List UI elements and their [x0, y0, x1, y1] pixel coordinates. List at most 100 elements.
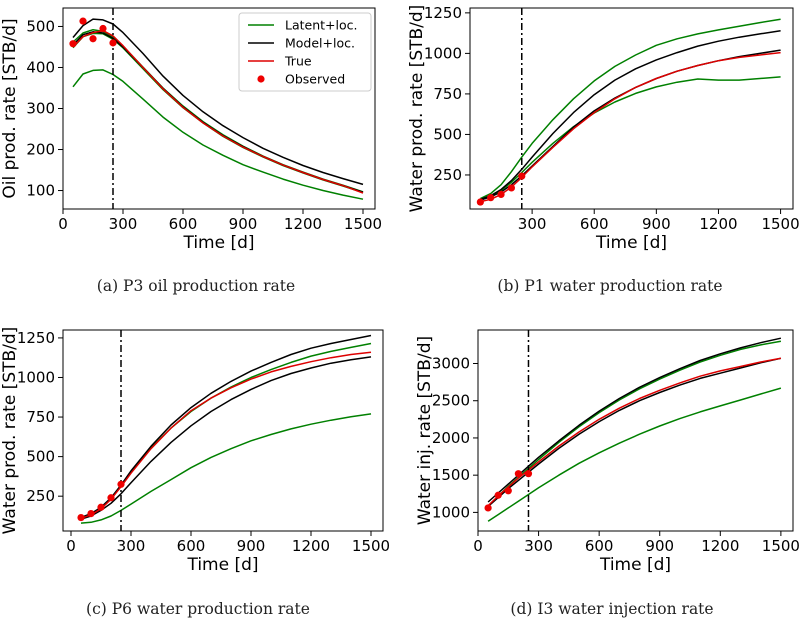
observed-point — [69, 40, 77, 48]
x-tick-label: 1500 — [761, 215, 799, 233]
legend: Latent+loc. Model+loc. True Observed — [238, 12, 372, 92]
y-tick-label: 1250 — [424, 4, 462, 22]
x-tick-label: 900 — [237, 537, 266, 555]
series-line-3 — [80, 356, 372, 520]
observed-point — [99, 24, 107, 33]
observed-point — [484, 504, 492, 512]
observed-point — [518, 172, 526, 180]
series-line-5 — [80, 351, 372, 520]
series-line-1 — [80, 413, 372, 524]
x-axis-label: Time [d] — [599, 555, 671, 575]
panel-caption: (d) I3 water injection rate — [510, 600, 713, 618]
y-axis-label: Water prod. rate [STB/d] — [407, 5, 427, 213]
series-line-1 — [480, 76, 781, 201]
x-tick-label: 1500 — [344, 215, 382, 233]
series-line-3 — [487, 357, 782, 507]
x-axis-label: Time [d] — [186, 555, 258, 575]
chart-panel-3: 0 300 600 900 1200 1500 250 500 750 1000 1250 Time … — [0, 327, 390, 618]
observed-point — [97, 503, 105, 511]
y-tick-label: 400 — [26, 58, 55, 76]
x-axis-label: Time [d] — [595, 233, 667, 253]
chart-panel-2: 300 600 900 1200 1500 250 500 750 1000 1250 Time [… — [407, 4, 800, 295]
x-tick-label: 900 — [645, 537, 674, 555]
observed-point — [89, 35, 97, 43]
series-line-5 — [72, 18, 364, 186]
observed-point — [524, 470, 533, 478]
y-tick-label: 250 — [26, 487, 55, 505]
series-line-2 — [480, 18, 781, 200]
observed-point — [487, 194, 495, 202]
observed-point — [79, 17, 87, 25]
series-line-5 — [487, 357, 782, 507]
x-tick-label: 0 — [58, 215, 68, 233]
y-axis-label: Water prod. rate [STB/d] — [0, 327, 20, 535]
observed-point — [507, 184, 516, 192]
chart-panel-4: 0 300 600 900 1200 1500 1000 1500 2000 2500 3000 Ti… — [415, 329, 800, 618]
x-tick-label: 1200 — [701, 537, 739, 555]
y-tick-label: 300 — [26, 100, 55, 118]
x-axis-label: Time [d] — [182, 233, 254, 253]
x-tick-label: 1200 — [292, 537, 330, 555]
legend-label: Model+loc. — [285, 36, 355, 51]
axes-frame — [477, 329, 794, 532]
x-tick-label: 300 — [524, 537, 553, 555]
observed-point — [107, 494, 115, 502]
observed-point — [497, 190, 505, 199]
axes-frame — [62, 329, 384, 532]
x-tick-label: 1500 — [762, 537, 800, 555]
x-tick-label: 600 — [585, 537, 614, 555]
y-tick-label: 100 — [26, 182, 55, 200]
y-axis-label: Water inj. rate [STB/d] — [415, 336, 435, 525]
series-line-3 — [480, 49, 781, 201]
y-tick-label: 2000 — [432, 429, 470, 447]
x-tick-label: 0 — [66, 537, 76, 555]
x-tick-label: 1200 — [284, 215, 322, 233]
y-axis-label: Oil prod. rate [STB/d] — [0, 18, 20, 198]
series-line-2 — [80, 342, 372, 519]
y-tick-label: 1250 — [17, 329, 55, 347]
axes-frame — [62, 7, 376, 210]
x-tick-label: 900 — [229, 215, 258, 233]
observed-point — [494, 491, 502, 499]
x-tick-label: 300 — [117, 537, 146, 555]
legend-label: Latent+loc. — [285, 18, 357, 33]
y-tick-label: 750 — [433, 85, 462, 103]
x-tick-label: 300 — [109, 215, 138, 233]
series-group — [487, 337, 782, 522]
y-tick-label: 500 — [26, 448, 55, 466]
y-tick-label: 2500 — [432, 392, 470, 410]
legend-marker — [257, 75, 265, 83]
series-group — [80, 334, 372, 524]
legend-label: Observed — [285, 72, 345, 87]
panel-caption: (c) P6 water production rate — [86, 600, 310, 618]
series-line-4 — [487, 337, 782, 503]
y-tick-label: 500 — [433, 125, 462, 143]
x-tick-label: 0 — [473, 537, 483, 555]
observed-point — [117, 480, 125, 488]
panel-caption: (a) P3 oil production rate — [97, 277, 295, 295]
y-tick-label: 200 — [26, 141, 55, 159]
y-tick-label: 1000 — [17, 368, 55, 386]
series-line-1 — [487, 387, 782, 522]
x-tick-label: 600 — [580, 215, 609, 233]
x-tick-label: 600 — [169, 215, 198, 233]
chart-panel-1: 0 300 600 900 1200 1500 100 200 300 400 500 Time [d… — [0, 7, 382, 295]
panel-caption: (b) P1 water production rate — [497, 277, 722, 295]
observed-point — [87, 509, 95, 518]
y-tick-label: 250 — [433, 166, 462, 184]
x-tick-label: 600 — [177, 537, 206, 555]
series-line-1 — [72, 69, 364, 200]
x-tick-label: 1500 — [352, 537, 390, 555]
x-tick-label: 300 — [518, 215, 547, 233]
legend-label: True — [284, 54, 312, 69]
series-group — [480, 18, 781, 203]
observed-point — [476, 198, 484, 206]
observed-point — [504, 487, 512, 495]
observed-point — [77, 513, 85, 522]
series-line-2 — [487, 340, 782, 507]
observed-point — [109, 39, 117, 47]
y-tick-label: 750 — [26, 408, 55, 426]
y-tick-label: 1000 — [432, 503, 470, 521]
y-tick-label: 1500 — [432, 466, 470, 484]
